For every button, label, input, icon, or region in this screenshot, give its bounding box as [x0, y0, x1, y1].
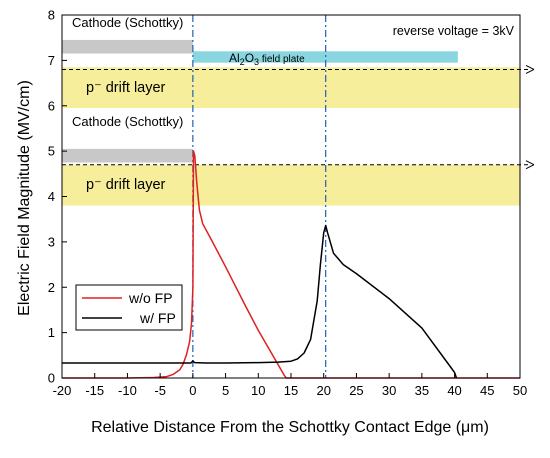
x-tick-label: 5 [222, 383, 229, 398]
series-layer [62, 150, 520, 379]
cathode-bar-0 [62, 39, 193, 54]
drift-layer-bottom-label: p⁻ drift layer [86, 177, 166, 193]
y-tick-label: 8 [48, 8, 55, 23]
drift-layer-top-label: p⁻ drift layer [86, 80, 166, 96]
x-tick-label: -15 [85, 383, 104, 398]
legend-label-w-fp: w/ FP [139, 310, 176, 326]
x-tick-label: 15 [284, 383, 298, 398]
field-plate-suffix: field plate [259, 54, 305, 65]
structure-overlays [62, 15, 535, 378]
cathode-bar-1 [62, 148, 193, 163]
series-line-w-fp [62, 224, 458, 379]
x-tick-label: -5 [154, 383, 166, 398]
x-axis-title: Relative Distance From the Schottky Cont… [91, 419, 489, 436]
drift-layer-band-1 [62, 164, 520, 206]
series-line-wo-fp [62, 150, 520, 379]
field-plate-label: Al2O3 field plate [229, 51, 305, 67]
field-plate-sub2: 3 [254, 57, 259, 67]
cathode-bottom-label: Cathode (Schottky) [72, 114, 183, 129]
drift-layer-band-0 [62, 67, 520, 109]
legend-label-wo-fp: w/o FP [128, 290, 173, 306]
legend-box [75, 284, 183, 331]
y-tick-label: 2 [48, 280, 55, 295]
y-axis-title: Electric Field Magnitude (MV/cm) [16, 80, 33, 316]
x-tick-label: -10 [118, 383, 137, 398]
y-tick-label: 0 [48, 371, 55, 386]
x-tick-label: 50 [513, 383, 527, 398]
field-plate-o: O [245, 51, 254, 65]
x-tick-label: 10 [251, 383, 265, 398]
x-tick-label: -20 [53, 383, 72, 398]
x-tick-label: 25 [349, 383, 363, 398]
reverse-voltage-label: reverse voltage = 3kV [393, 24, 515, 38]
x-tick-label: 35 [415, 383, 429, 398]
y-tick-label: 6 [48, 98, 55, 113]
cathode-top-label: Cathode (Schottky) [72, 15, 183, 30]
y-tick-label: 4 [48, 189, 55, 204]
legend: w/o FP w/ FP [75, 284, 183, 331]
field-plate-sub1: 2 [240, 57, 245, 67]
x-tick-label: 45 [480, 383, 494, 398]
field-plate-al: Al [229, 51, 240, 65]
x-tick-label: 30 [382, 383, 396, 398]
x-tick-label: 20 [316, 383, 330, 398]
x-tick-label: 0 [189, 383, 196, 398]
y-tick-label: 5 [48, 144, 55, 159]
y-tick-label: 3 [48, 234, 55, 249]
x-tick-label: 40 [447, 383, 461, 398]
dashed-arrowhead-1 [525, 160, 535, 170]
dashed-arrowhead-0 [525, 65, 535, 74]
y-tick-label: 1 [48, 325, 55, 340]
y-tick-label: 7 [48, 53, 55, 68]
